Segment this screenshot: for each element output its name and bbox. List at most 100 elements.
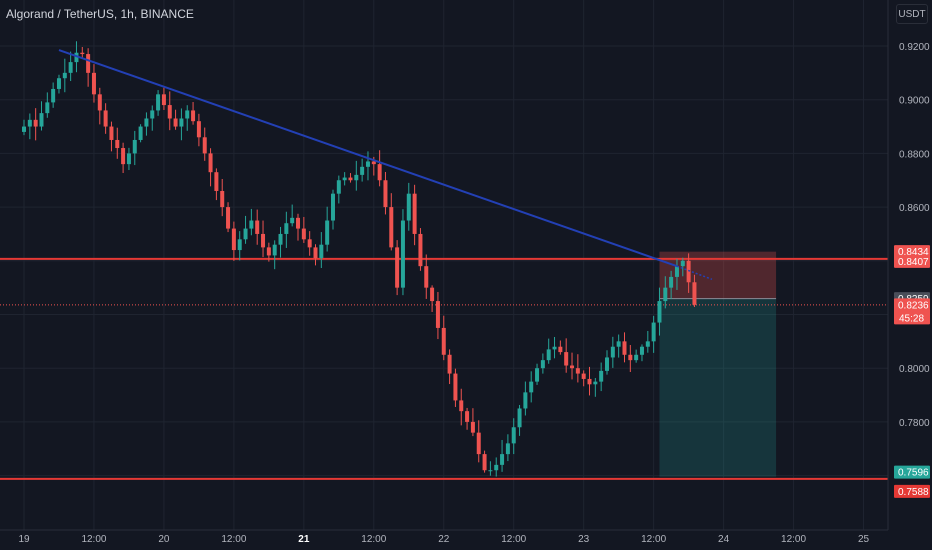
time-tick-label: 12:00 <box>361 534 386 545</box>
candle-up <box>540 360 545 369</box>
candle-down <box>476 432 481 455</box>
price-label-box <box>894 254 930 268</box>
candle-up <box>68 62 73 73</box>
candle-up <box>342 177 347 181</box>
candle-up <box>138 126 143 140</box>
price-tick-label: 0.8000 <box>899 364 930 375</box>
currency-unit-badge[interactable]: USDT <box>896 4 928 24</box>
candle-down <box>441 327 446 355</box>
candle-up <box>319 244 324 259</box>
candle-down <box>231 228 236 251</box>
time-tick-label: 20 <box>158 534 170 545</box>
candle-up <box>523 392 528 409</box>
price-tick-label: 0.8800 <box>899 149 930 160</box>
candle-up <box>62 72 67 79</box>
candle-down <box>348 177 353 181</box>
candle-down <box>80 52 85 55</box>
candle-up <box>657 301 662 323</box>
candle-up <box>680 260 685 267</box>
candle-down <box>587 378 592 385</box>
candle-down <box>109 126 114 140</box>
candle-down <box>482 454 487 471</box>
candle-up <box>511 427 516 444</box>
price-tick-label: 0.9000 <box>899 96 930 107</box>
price-label-text: 0.8236 <box>898 300 929 311</box>
candle-down <box>301 228 306 240</box>
candle-up <box>278 233 283 245</box>
candle-up <box>651 322 656 342</box>
candle-up <box>179 118 184 127</box>
candle-up <box>599 370 604 382</box>
price-label-text: 0.7596 <box>898 468 929 479</box>
price-label-box <box>894 298 930 325</box>
candle-up <box>249 220 254 229</box>
candle-up <box>325 220 330 245</box>
candle-up <box>365 161 370 167</box>
horizontal-levels <box>0 257 888 480</box>
candle-up <box>22 126 26 132</box>
candle-up <box>663 287 668 302</box>
price-tick-label: 0.9200 <box>899 42 930 53</box>
candle-up <box>156 94 161 111</box>
candle-up <box>132 139 137 154</box>
time-tick-label: 12:00 <box>81 534 106 545</box>
candle-down <box>459 400 464 412</box>
candle-up <box>243 228 248 240</box>
candle-down <box>296 217 301 229</box>
candle-down <box>453 373 458 401</box>
candle-down <box>226 207 231 229</box>
candle-down <box>564 352 569 366</box>
candle-down <box>261 233 266 248</box>
time-tick-label: 25 <box>858 534 870 545</box>
candle-down <box>173 118 178 127</box>
candle-down <box>622 341 627 355</box>
candle-up <box>27 119 32 127</box>
candle-up <box>51 88 56 103</box>
candle-up <box>610 346 615 358</box>
candle-up <box>185 110 190 119</box>
candle-down <box>220 190 225 208</box>
time-tick-label: 12:00 <box>641 534 666 545</box>
candle-up <box>505 443 510 455</box>
countdown-label-text: 45:28 <box>899 313 924 324</box>
candle-up <box>546 349 551 361</box>
candle-up <box>639 346 644 355</box>
candle-down <box>383 180 388 208</box>
candle-down <box>33 119 38 127</box>
price-label-text: 0.8434 <box>898 247 929 258</box>
candle-down <box>395 247 400 288</box>
price-labels: 0.84340.84070.82590.823645:280.75960.758… <box>894 245 930 498</box>
candle-down <box>86 54 91 73</box>
trendline[interactable] <box>58 49 713 281</box>
candle-up <box>593 381 598 385</box>
candle-up <box>150 110 155 119</box>
candle-up <box>290 217 295 224</box>
price-label-box <box>894 484 930 498</box>
candle-up <box>674 266 679 277</box>
time-tick-label: 12:00 <box>501 534 526 545</box>
candle-down <box>692 282 697 305</box>
price-label-text: 0.7588 <box>898 487 929 498</box>
candle-down <box>447 354 452 374</box>
candle-down <box>255 220 260 234</box>
candle-up <box>354 174 359 181</box>
candle-down <box>435 301 440 328</box>
candle-down <box>424 266 429 288</box>
candle-up <box>400 220 405 288</box>
candle-up <box>488 470 493 472</box>
candle-down <box>161 94 166 106</box>
candle-down <box>558 346 563 353</box>
candle-up <box>56 78 61 89</box>
candle-up <box>535 368 540 382</box>
time-tick-label: 12:00 <box>781 534 806 545</box>
candle-up <box>144 118 149 127</box>
price-axis[interactable]: 0.9200 0.9000 0.8800 0.8600 0.8000 0.7800 <box>899 42 930 429</box>
candle-up <box>494 464 499 471</box>
candle-down <box>628 354 633 361</box>
candle-down <box>214 172 219 191</box>
candle-down <box>121 148 126 165</box>
candle-down <box>581 373 586 379</box>
time-axis[interactable]: 19 12:00 20 12:00 21 12:00 22 12:00 23 12:00 24 12:… <box>18 534 869 545</box>
time-tick-label: 22 <box>438 534 450 545</box>
